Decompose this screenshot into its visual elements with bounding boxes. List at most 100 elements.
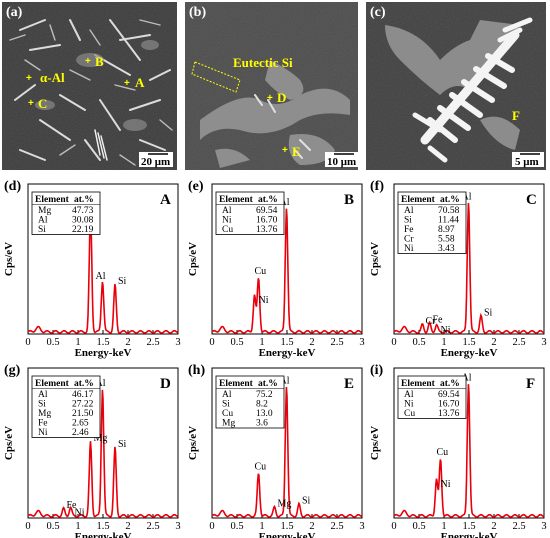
- x-axis-title: Energy-keV: [259, 531, 316, 538]
- peak-label-al: Al: [462, 191, 472, 202]
- sem-b-scale-box: [325, 152, 359, 167]
- spectrum-line: [27, 389, 179, 518]
- table-element: Fe: [38, 419, 48, 429]
- table-value: 75.2: [256, 390, 273, 400]
- x-tick-label: 3: [541, 337, 546, 348]
- table-value: 46.17: [72, 390, 94, 400]
- x-tick-label: 2.5: [146, 337, 159, 348]
- table-value: 2.46: [72, 428, 89, 438]
- table-value: 30.08: [72, 216, 94, 226]
- table-element: Al: [404, 390, 414, 400]
- table-element: Si: [222, 400, 230, 410]
- table-element: Ni: [38, 428, 48, 438]
- analysis-point-label: F: [526, 376, 535, 392]
- sem-a-scale-box: [139, 152, 173, 167]
- sem-b-label-eutectic-si: Eutectic Si: [233, 55, 293, 70]
- sem-a-gray-phases: [35, 40, 159, 131]
- x-tick-label: 0: [25, 521, 30, 532]
- x-tick-label: 2.5: [512, 521, 525, 532]
- x-tick-label: 1: [75, 521, 80, 532]
- svg-text:+: +: [28, 98, 34, 109]
- peak-label-si: Si: [302, 496, 311, 507]
- x-tick-label: 1: [441, 337, 446, 348]
- peak-label-si: Si: [118, 439, 127, 450]
- peak-label-mg: Mg: [278, 498, 292, 509]
- x-tick-label: 2.5: [512, 337, 525, 348]
- x-tick-label: 0: [391, 337, 396, 348]
- table-value: 8.2: [256, 400, 268, 410]
- composition-table: [31, 375, 101, 438]
- table-value: 22.19: [72, 225, 94, 235]
- x-tick-label: 0.5: [46, 337, 59, 348]
- x-tick-label: 1.5: [280, 337, 293, 348]
- chart-f: 0 0.5 1 1.5 2 2.5 3Energy-keVCps/eV(f)CCrFeNiA…: [369, 179, 547, 359]
- x-tick-label: 2: [125, 521, 130, 532]
- spectrum-line: [393, 384, 545, 518]
- table-header-at: at.%: [74, 379, 94, 389]
- x-axis-title: Energy-keV: [259, 347, 316, 359]
- table-element: Mg: [38, 409, 51, 419]
- spectrum-line: [393, 202, 545, 334]
- svg-text:+: +: [85, 56, 91, 67]
- table-header-at: at.%: [440, 379, 460, 389]
- table-element: Cr: [404, 235, 414, 245]
- analysis-point-label: A: [160, 192, 171, 208]
- analysis-point-label: E: [344, 376, 354, 392]
- table-value: 3.6: [256, 419, 268, 429]
- x-tick-label: 3: [175, 337, 180, 348]
- x-tick-label: 1: [259, 337, 264, 348]
- peak-label-al: Al: [462, 373, 472, 384]
- panel-letter: (d): [4, 179, 21, 194]
- x-tick-label: 0: [209, 521, 214, 532]
- table-element: Fe: [404, 225, 414, 235]
- spectrum-line: [211, 386, 363, 518]
- table-header-element: Element: [219, 195, 254, 205]
- peak-label-ni: Ni: [441, 479, 451, 490]
- y-axis-title: Cps/eV: [369, 242, 381, 276]
- sem-a-markers: + + + +: [26, 56, 130, 109]
- x-tick-label: 2.5: [330, 337, 343, 348]
- sem-b-scale-label: 10 μm: [327, 156, 356, 168]
- table-element: Cu: [222, 409, 233, 419]
- x-axis-title: Energy-keV: [75, 347, 132, 359]
- x-tick-label: 1.5: [96, 521, 109, 532]
- x-tick-label: 1: [75, 337, 80, 348]
- table-value: 21.50: [72, 409, 94, 419]
- eds-spectra: 0 0.5 1 1.5 2 2.5 3 Energy-keV Cps/eV (d) A Mg Al Si E…: [3, 179, 547, 538]
- peak-label-ni: Ni: [259, 295, 269, 306]
- panel-letter-c: (c): [370, 5, 386, 20]
- sem-b-bright-phases: [254, 94, 311, 159]
- x-tick-label: 1.5: [462, 521, 475, 532]
- table-element: Ni: [404, 400, 414, 410]
- sem-b-label-d: D: [277, 90, 286, 105]
- table-value: 47.73: [72, 206, 94, 216]
- x-tick-label: 2: [309, 337, 314, 348]
- panel-letter: (g): [4, 363, 21, 378]
- y-axis-title: Cps/eV: [187, 242, 199, 276]
- table-value: 70.58: [438, 206, 460, 216]
- analysis-point-label: D: [160, 376, 171, 392]
- peak-label-cu: Cu: [437, 447, 449, 458]
- x-tick-label: 0: [391, 521, 396, 532]
- table-value: 69.54: [256, 206, 278, 216]
- panel-letter: (h): [188, 363, 205, 378]
- y-axis-title: Cps/eV: [3, 242, 15, 276]
- table-element: Al: [38, 390, 48, 400]
- x-tick-label: 2: [491, 337, 496, 348]
- table-value: 13.0: [256, 409, 273, 419]
- sem-a-scale-label: 20 μm: [141, 156, 170, 168]
- composition-table: [397, 375, 467, 419]
- panel-letter: (f): [370, 179, 384, 194]
- x-tick-label: 0.5: [230, 337, 243, 348]
- table-element: Ni: [222, 216, 232, 226]
- sem-a-label-b: B: [95, 54, 104, 69]
- svg-text:+: +: [124, 78, 130, 89]
- x-tick-label: 1.5: [96, 337, 109, 348]
- peak-label-ni: Ni: [75, 507, 85, 518]
- table-value: 2.65: [72, 419, 89, 429]
- x-tick-label: 2: [309, 521, 314, 532]
- sem-panel-a: (a) B α-Al A C + + + + 20 μm: [2, 2, 177, 170]
- x-tick-label: 0.5: [46, 521, 59, 532]
- sem-panel-b: (b) Eutectic Si D E ++ 10 μm: [185, 2, 359, 170]
- peak-label-mg: Mg: [94, 433, 108, 444]
